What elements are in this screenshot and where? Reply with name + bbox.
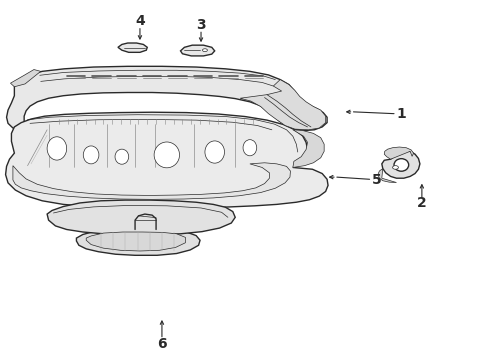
Ellipse shape [154, 142, 179, 168]
Polygon shape [13, 163, 291, 199]
Polygon shape [118, 43, 147, 52]
Text: 5: 5 [372, 173, 382, 187]
Text: 3: 3 [196, 18, 206, 32]
Polygon shape [378, 168, 396, 183]
Ellipse shape [115, 149, 129, 164]
Ellipse shape [392, 166, 398, 169]
Polygon shape [240, 80, 326, 130]
Polygon shape [382, 151, 420, 178]
Text: 2: 2 [417, 196, 427, 210]
Ellipse shape [205, 141, 224, 163]
Ellipse shape [394, 159, 409, 171]
Polygon shape [384, 147, 414, 159]
Polygon shape [76, 229, 200, 255]
Polygon shape [47, 200, 235, 234]
Ellipse shape [83, 146, 99, 164]
Text: 4: 4 [135, 14, 145, 28]
Ellipse shape [243, 140, 257, 156]
Polygon shape [5, 112, 328, 209]
Polygon shape [293, 130, 324, 167]
Text: 6: 6 [157, 337, 167, 351]
Polygon shape [180, 45, 215, 56]
Text: 1: 1 [396, 107, 406, 121]
Polygon shape [86, 232, 185, 251]
Polygon shape [10, 69, 41, 87]
Polygon shape [6, 66, 327, 131]
Ellipse shape [47, 137, 67, 160]
Ellipse shape [202, 49, 207, 51]
